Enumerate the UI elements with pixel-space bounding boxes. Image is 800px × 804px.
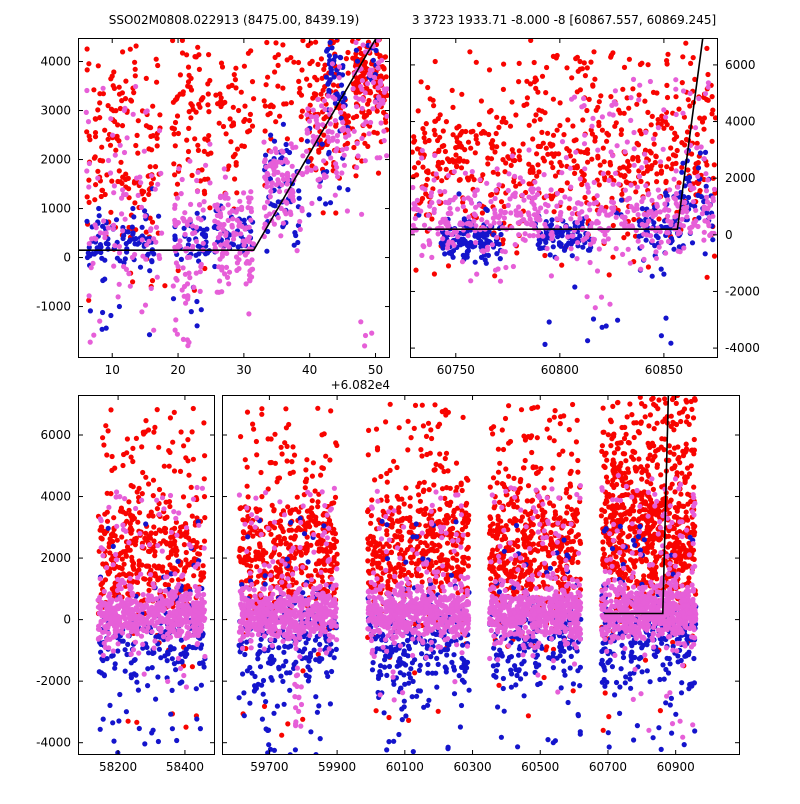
y-tick-label: 6000 (725, 58, 756, 72)
subplot-top-right: 60750 60800 60850 -4000 -2000 0 2000 4000 6000 (410, 19, 760, 377)
scatter-group-violet (474, 265, 643, 310)
subplot-top-left: 10 20 30 40 50+6.082e4 -1000 0 1000 2000 3000 4000 (36, 0, 390, 392)
scatter-group-blue (370, 657, 464, 754)
y-tick-label: 2000 (725, 171, 756, 185)
x-tick-label: 60500 (521, 760, 559, 774)
x-tick-label: 60100 (386, 760, 424, 774)
x-tick-label: 10 (105, 363, 120, 377)
y-tick-label: 4000 (40, 55, 71, 69)
x-tick-label: 58400 (166, 760, 204, 774)
x-tick-label: 60750 (437, 363, 475, 377)
x-tick-label: 59700 (250, 760, 288, 774)
x-tick-label: 60800 (541, 363, 579, 377)
x-tick-label: 60850 (645, 363, 683, 377)
scatter-group-blue (542, 274, 673, 347)
x-axis-offset-label: +6.082e4 (331, 378, 390, 392)
y-tick-label: 1000 (40, 202, 71, 216)
x-tick-label: 58200 (99, 760, 137, 774)
scatter-group-violet (358, 319, 374, 348)
subplot-bottom-right: 59700 59900 60100 60300 60500 60700 60900 (222, 386, 740, 774)
x-tick-label: 59900 (318, 760, 356, 774)
y-tick-label: -4000 (725, 341, 760, 355)
subplot-title-left: SSO02M0808.022913 (8475.00, 8439.19) (78, 13, 390, 29)
y-tick-label: 0 (63, 251, 71, 265)
x-tick-label: 20 (170, 363, 185, 377)
scatter-group-blue (88, 278, 152, 337)
y-tick-label: 2000 (40, 551, 71, 565)
x-tick-label: 30 (236, 363, 251, 377)
subplot-title-right: 3 3723 1933.71 -8.000 -8 [60867.557, 608… (410, 13, 718, 29)
y-tick-label: 2000 (40, 153, 71, 167)
scatter-group-blue (98, 660, 203, 755)
subplot-top-left-dataarea (78, 0, 390, 348)
x-tick-label: 50 (368, 363, 383, 377)
scatter-group-red (213, 6, 256, 212)
subplot-bottom-left-dataarea (96, 406, 208, 755)
x-tick-label: 40 (302, 363, 317, 377)
y-tick-label: 0 (725, 228, 733, 242)
y-tick-label: -1000 (36, 300, 71, 314)
y-tick-label: -2000 (36, 674, 71, 688)
x-tick-label: 60700 (589, 760, 627, 774)
y-tick-label: 4000 (725, 115, 756, 129)
scatter-group-red (170, 22, 214, 211)
x-tick-label: 60300 (453, 760, 491, 774)
scatter-group-violet (88, 282, 157, 345)
subplot-top-right-dataarea (410, 19, 719, 347)
scatter-group-violet (173, 272, 191, 349)
subplot-bottom-right-dataarea (237, 386, 699, 758)
subplot-bottom-left: 58200 58400 -4000 -2000 0 2000 4000 6000 (36, 395, 215, 774)
y-tick-label: -4000 (36, 736, 71, 750)
y-tick-label: 3000 (40, 104, 71, 118)
y-tick-label: 0 (63, 613, 71, 627)
x-tick-label: 60900 (657, 760, 695, 774)
scatter-group-red (516, 46, 715, 107)
y-tick-label: 4000 (40, 490, 71, 504)
scatter-group-red (100, 406, 207, 491)
scatter-group-red (488, 402, 581, 493)
y-tick-label: 6000 (40, 428, 71, 442)
y-tick-label: -2000 (725, 284, 760, 298)
